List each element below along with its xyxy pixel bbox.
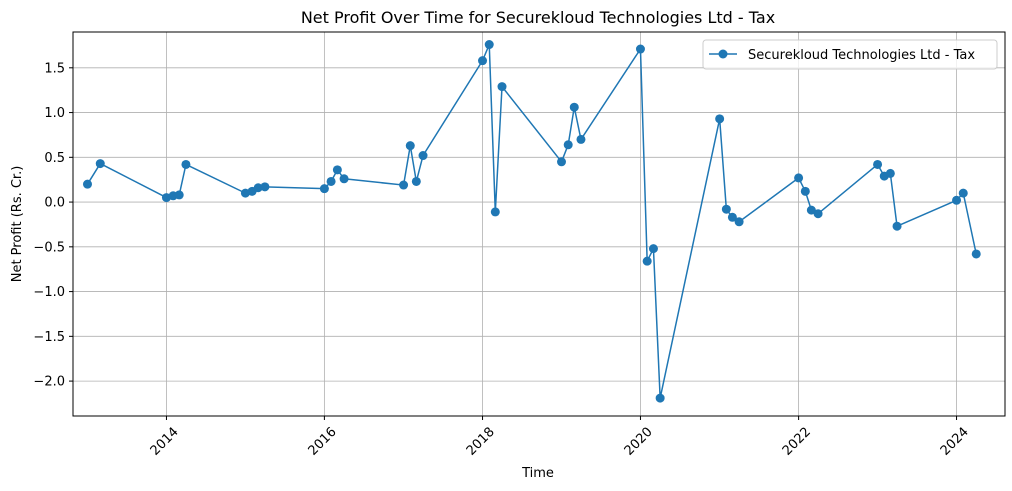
data-point — [260, 182, 270, 192]
data-point — [95, 159, 105, 169]
data-point — [971, 249, 981, 259]
y-tick-label: 1.0 — [44, 106, 65, 121]
data-point — [174, 190, 184, 200]
y-tick-label: 1.5 — [44, 61, 65, 76]
data-point — [484, 40, 494, 50]
x-tick-label: 2016 — [306, 425, 340, 459]
y-tick-label: −1.0 — [33, 285, 65, 300]
data-point — [253, 183, 263, 193]
data-point — [399, 180, 409, 190]
data-point — [734, 217, 744, 227]
y-tick-label: −0.5 — [33, 240, 65, 255]
plot-frame — [72, 31, 1006, 417]
x-tick-label: 2022 — [780, 425, 814, 459]
x-tick-label: 2014 — [148, 425, 182, 459]
data-point — [82, 179, 92, 189]
data-point — [648, 244, 658, 254]
data-point — [727, 212, 737, 222]
data-point — [557, 157, 566, 167]
legend-box — [702, 39, 998, 70]
data-point — [715, 114, 725, 124]
y-tick-label: −1.5 — [33, 330, 65, 345]
data-point — [813, 209, 823, 219]
data-point — [576, 134, 586, 144]
data-point — [958, 188, 968, 198]
legend-label: Securekloud Technologies Ltd - Tax — [748, 48, 975, 63]
data-point — [642, 256, 652, 266]
data-point — [892, 221, 902, 231]
x-tick-label: 2018 — [464, 425, 498, 459]
data-point — [794, 173, 804, 183]
data-point — [655, 393, 665, 403]
x-tick-label: 2024 — [938, 425, 972, 459]
y-tick-label: 0.0 — [44, 196, 65, 211]
y-axis: −2.0 −1.5 −1.0 −0.5 0.0 0.5 1.0 1.5 — [33, 61, 73, 390]
data-point — [873, 159, 883, 169]
data-point — [721, 204, 731, 214]
legend: Securekloud Technologies Ltd - Tax — [702, 39, 998, 70]
data-point — [563, 140, 573, 150]
data-point — [181, 159, 191, 169]
series-line — [86, 43, 977, 399]
data-point — [490, 207, 500, 217]
x-axis: 2014 2016 2018 2020 2022 2024 — [148, 416, 972, 459]
grid — [73, 32, 1005, 416]
y-tick-label: −2.0 — [33, 375, 65, 390]
data-point — [332, 165, 342, 175]
data-point — [497, 82, 507, 92]
data-point — [806, 205, 816, 215]
data-point — [418, 151, 428, 161]
data-point — [478, 56, 488, 66]
data-point — [569, 102, 579, 112]
data-point — [635, 44, 645, 54]
chart-title: Net Profit Over Time for Securekloud Tec… — [301, 8, 775, 27]
x-tick-label: 2020 — [622, 425, 656, 459]
data-point — [411, 176, 421, 186]
data-point — [952, 195, 962, 205]
y-axis-title: Net Profit (Rs. Cr.) — [10, 166, 25, 283]
x-axis-title: Time — [521, 466, 554, 481]
y-tick-label: 0.5 — [44, 151, 65, 166]
data-point — [405, 141, 415, 151]
data-point — [800, 186, 810, 196]
data-point — [339, 174, 349, 184]
data-point — [319, 184, 329, 194]
data-point — [326, 176, 336, 186]
legend-marker — [718, 49, 728, 59]
data-point — [885, 168, 895, 178]
series-layer — [82, 40, 981, 403]
